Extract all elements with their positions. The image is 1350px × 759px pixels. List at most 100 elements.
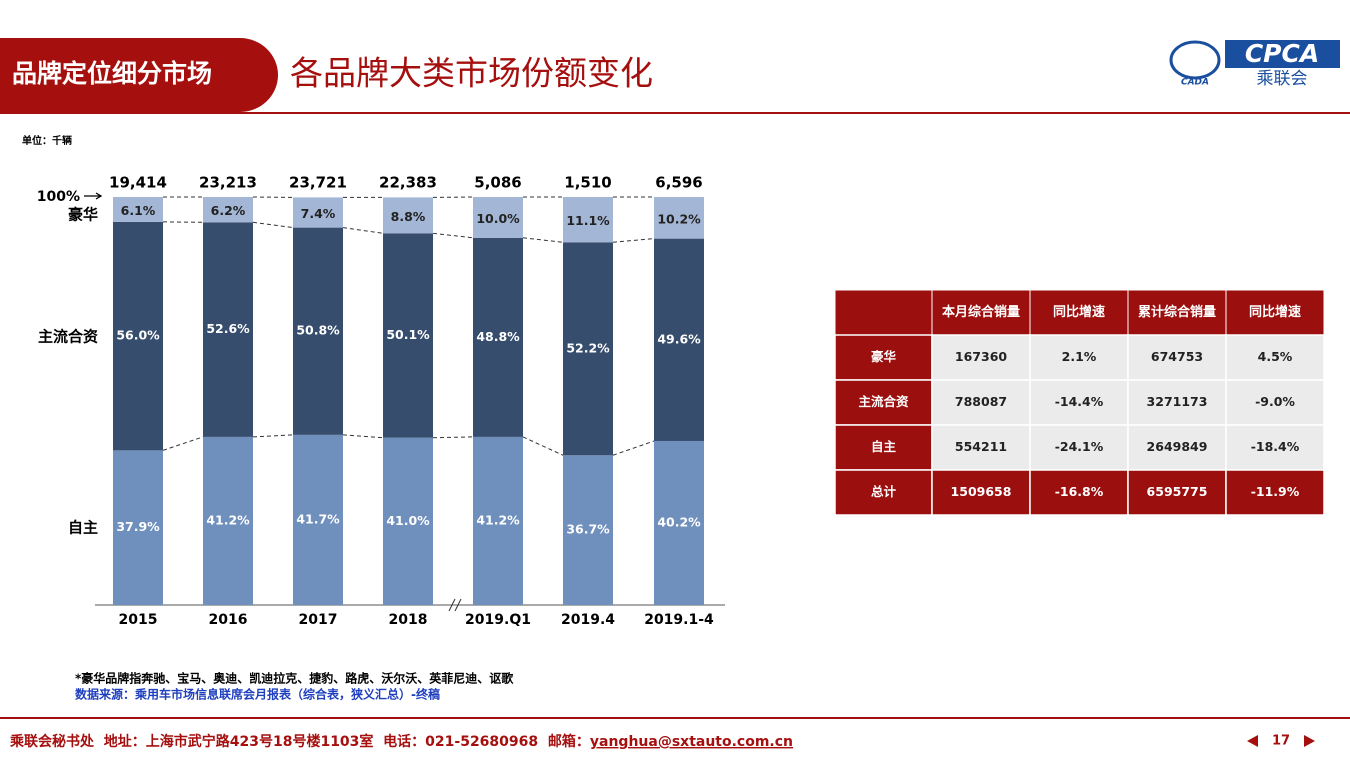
logo-box xyxy=(1225,40,1340,68)
footer-email[interactable]: yanghua@sxtauto.com.cn xyxy=(590,734,793,750)
connector xyxy=(342,434,384,439)
value-label: 48.8% xyxy=(476,329,520,344)
unit: 单位：千辆 xyxy=(22,134,72,147)
table-cell-text: 3271173 xyxy=(1147,394,1208,409)
bar-segment xyxy=(293,434,343,605)
connector xyxy=(432,232,474,239)
bar-segment xyxy=(113,221,163,451)
value-label: 52.2% xyxy=(566,340,610,355)
value-label: 41.2% xyxy=(476,512,520,527)
value-label: 50.1% xyxy=(386,327,430,342)
table-header-text: 同比增速 xyxy=(1249,304,1301,320)
header-tab xyxy=(0,38,278,112)
table-cell-text: 1509658 xyxy=(951,484,1012,499)
series-label: 主流合资 xyxy=(38,328,98,346)
bar-segment xyxy=(654,440,704,605)
table-cell xyxy=(1127,334,1227,381)
table-cell-text: -18.4% xyxy=(1251,439,1300,454)
connector xyxy=(522,237,564,243)
value-label: 8.8% xyxy=(391,209,426,224)
bar-segment xyxy=(654,238,704,441)
total-label: 1,510 xyxy=(564,174,611,192)
logo-ring xyxy=(1169,40,1221,80)
y-tick-label: 100% xyxy=(37,189,80,205)
table-cell xyxy=(1029,379,1129,426)
table-cell xyxy=(834,379,933,426)
table-cell-text: 674753 xyxy=(1151,349,1203,364)
value-label: 7.4% xyxy=(301,206,336,221)
table-cell xyxy=(1225,424,1325,471)
bar-segment xyxy=(563,197,613,243)
bar-segment xyxy=(203,436,253,605)
connector xyxy=(162,436,204,451)
bar-segment xyxy=(203,197,253,223)
table-cell xyxy=(1225,469,1325,516)
connector xyxy=(612,238,655,243)
value-label: 6.1% xyxy=(121,203,156,218)
logo-main: CPCA xyxy=(1245,39,1319,68)
bar-segment xyxy=(113,197,163,222)
table-cell-text: 4.5% xyxy=(1258,349,1293,364)
connector xyxy=(612,440,655,456)
table-cell xyxy=(1225,379,1325,426)
value-label: 37.9% xyxy=(116,519,160,534)
bar-segment xyxy=(293,227,343,435)
bar-segment xyxy=(203,222,253,437)
table-cell-text: -9.0% xyxy=(1255,394,1295,409)
table-cell xyxy=(1127,469,1227,516)
table-cell xyxy=(1127,379,1227,426)
bar-segment xyxy=(563,455,613,605)
table-cell-text: -11.9% xyxy=(1251,484,1300,499)
value-label: 6.2% xyxy=(211,203,246,218)
bar-segment xyxy=(473,237,523,437)
bar-segment xyxy=(383,197,433,234)
table-header-text: 同比增速 xyxy=(1053,304,1105,320)
x-tick-label: 2016 xyxy=(209,612,248,628)
value-label: 11.1% xyxy=(566,213,610,228)
bar-segment xyxy=(473,197,523,238)
value-label: 10.0% xyxy=(476,211,520,226)
page-number: 17 xyxy=(1272,734,1290,749)
header-title: 各品牌大类市场份额变化 xyxy=(290,54,653,93)
total-label: 22,383 xyxy=(379,174,437,192)
total-label: 6,596 xyxy=(655,174,702,192)
table-cell-text: 2.1% xyxy=(1062,349,1097,364)
table-header-cell xyxy=(1127,289,1227,336)
source: 数据来源：乘用车市场信息联席会月报表（综合表，狭义汇总）-终稿 xyxy=(75,687,440,702)
axis-break xyxy=(448,598,462,612)
table-cell xyxy=(931,334,1031,381)
series-label: 自主 xyxy=(68,519,98,537)
table-cell-text: -16.8% xyxy=(1055,484,1104,499)
value-label: 50.8% xyxy=(296,323,340,338)
series-label: 豪华 xyxy=(68,206,98,224)
table-cell-text: 167360 xyxy=(955,349,1007,364)
table-cell-text: 788087 xyxy=(955,394,1007,409)
table-cell xyxy=(1225,334,1325,381)
value-label: 40.2% xyxy=(657,514,701,529)
total-label: 5,086 xyxy=(474,174,521,192)
x-tick-label: 2019.4 xyxy=(561,612,615,628)
table-cell-text: 6595775 xyxy=(1147,484,1208,499)
value-label: 49.6% xyxy=(657,331,701,346)
header-tab-text: 品牌定位细分市场 xyxy=(12,59,212,88)
table-corner xyxy=(834,289,933,336)
x-tick-label: 2019.Q1 xyxy=(465,612,531,628)
x-tick-label: 2018 xyxy=(389,612,428,628)
table-header-text: 本月综合销量 xyxy=(942,304,1020,320)
arrow xyxy=(84,192,103,200)
table-cell-text: 2649849 xyxy=(1147,439,1208,454)
logo-left: CADA xyxy=(1181,78,1209,88)
next-arrow[interactable] xyxy=(1304,735,1315,747)
bar-segment xyxy=(654,197,704,239)
prev-arrow[interactable] xyxy=(1247,735,1258,747)
bar-segment xyxy=(563,242,613,456)
total-label: 19,414 xyxy=(109,174,167,192)
footer-address: 乘联会秘书处 地址：上海市武宁路423号18号楼1103室 电话：021-526… xyxy=(9,733,590,750)
table-cell xyxy=(1029,469,1129,516)
value-label: 10.2% xyxy=(657,211,701,226)
total-label: 23,213 xyxy=(199,174,257,192)
table-cell-text: 豪华 xyxy=(871,349,897,364)
connector xyxy=(342,227,384,234)
x-tick-label: 2019.1-4 xyxy=(644,612,714,628)
